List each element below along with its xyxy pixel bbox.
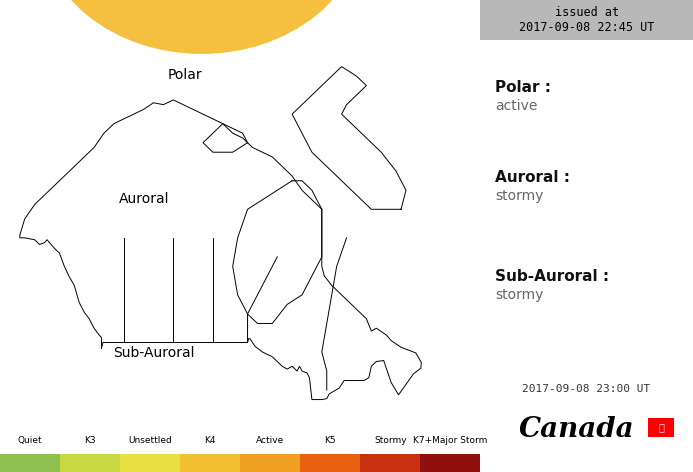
Text: Active: Active	[256, 436, 284, 445]
Text: issued at
2017-09-08 22:45 UT: issued at 2017-09-08 22:45 UT	[519, 6, 654, 34]
Text: Sub-Auroral :: Sub-Auroral :	[495, 269, 609, 284]
Text: Quiet: Quiet	[18, 436, 42, 445]
Text: K3: K3	[85, 436, 96, 445]
Text: Auroral: Auroral	[119, 192, 169, 206]
Text: K5: K5	[324, 436, 336, 445]
FancyBboxPatch shape	[300, 454, 360, 472]
Text: 🍁: 🍁	[659, 422, 665, 432]
FancyBboxPatch shape	[180, 454, 240, 472]
Text: 2017-09-08 23:00 UT: 2017-09-08 23:00 UT	[523, 384, 651, 395]
Text: K7+Major Storm: K7+Major Storm	[413, 436, 487, 445]
FancyBboxPatch shape	[0, 454, 60, 472]
Text: K4: K4	[204, 436, 216, 445]
Text: stormy: stormy	[495, 189, 543, 203]
FancyBboxPatch shape	[420, 454, 480, 472]
Text: Polar: Polar	[168, 68, 202, 82]
Text: active: active	[495, 99, 538, 113]
FancyBboxPatch shape	[120, 454, 180, 472]
Text: stormy: stormy	[495, 288, 543, 302]
Text: Sub-Auroral: Sub-Auroral	[113, 346, 195, 360]
FancyBboxPatch shape	[240, 454, 300, 472]
Text: Auroral :: Auroral :	[495, 169, 570, 185]
Text: Canada: Canada	[518, 416, 634, 443]
FancyBboxPatch shape	[360, 454, 420, 472]
Ellipse shape	[38, 0, 365, 56]
Text: Stormy: Stormy	[374, 436, 407, 445]
FancyBboxPatch shape	[60, 454, 120, 472]
FancyBboxPatch shape	[480, 0, 693, 40]
Text: Polar :: Polar :	[495, 80, 551, 95]
FancyBboxPatch shape	[649, 418, 674, 437]
Text: Unsettled: Unsettled	[128, 436, 172, 445]
